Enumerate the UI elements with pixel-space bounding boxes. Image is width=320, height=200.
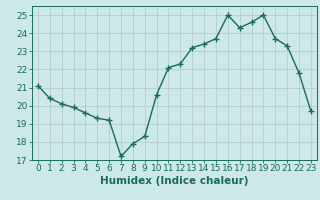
X-axis label: Humidex (Indice chaleur): Humidex (Indice chaleur) (100, 176, 249, 186)
